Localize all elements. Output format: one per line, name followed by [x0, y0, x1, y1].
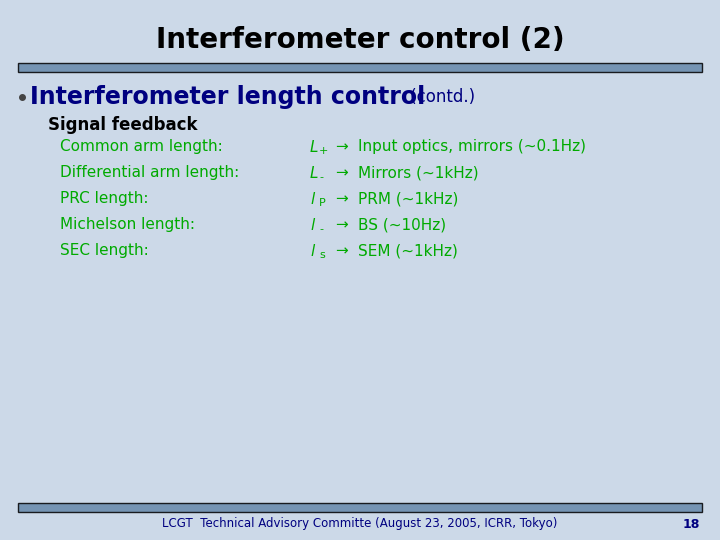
- Text: Input optics, mirrors (~0.1Hz): Input optics, mirrors (~0.1Hz): [358, 139, 586, 154]
- Text: →: →: [335, 244, 348, 259]
- Text: Common arm length:: Common arm length:: [60, 139, 222, 154]
- Text: +: +: [319, 146, 328, 156]
- Text: →: →: [335, 165, 348, 180]
- Text: →: →: [335, 192, 348, 206]
- Text: Signal feedback: Signal feedback: [48, 116, 197, 134]
- Text: -: -: [319, 224, 323, 234]
- FancyBboxPatch shape: [18, 63, 702, 72]
- Text: PRC length:: PRC length:: [60, 192, 148, 206]
- Text: SEC length:: SEC length:: [60, 244, 149, 259]
- Text: Michelson length:: Michelson length:: [60, 218, 195, 233]
- Text: (contd.): (contd.): [405, 88, 475, 106]
- Text: Interferometer length control: Interferometer length control: [30, 85, 426, 109]
- Text: Interferometer control (2): Interferometer control (2): [156, 26, 564, 54]
- Text: SEM (~1kHz): SEM (~1kHz): [358, 244, 458, 259]
- Text: L: L: [310, 165, 318, 180]
- Text: P: P: [319, 198, 325, 208]
- Text: l: l: [310, 244, 314, 259]
- Text: Differential arm length:: Differential arm length:: [60, 165, 239, 180]
- Text: →: →: [335, 139, 348, 154]
- Text: PRM (~1kHz): PRM (~1kHz): [358, 192, 459, 206]
- Text: s: s: [319, 250, 325, 260]
- Text: L: L: [310, 139, 318, 154]
- Text: l: l: [310, 192, 314, 206]
- Text: 18: 18: [683, 517, 700, 530]
- Text: LCGT  Technical Advisory Committe (August 23, 2005, ICRR, Tokyo): LCGT Technical Advisory Committe (August…: [162, 517, 558, 530]
- Text: -: -: [319, 172, 323, 182]
- Text: →: →: [335, 218, 348, 233]
- Text: Mirrors (~1kHz): Mirrors (~1kHz): [358, 165, 479, 180]
- Text: l: l: [310, 218, 314, 233]
- FancyBboxPatch shape: [18, 503, 702, 512]
- Text: BS (~10Hz): BS (~10Hz): [358, 218, 446, 233]
